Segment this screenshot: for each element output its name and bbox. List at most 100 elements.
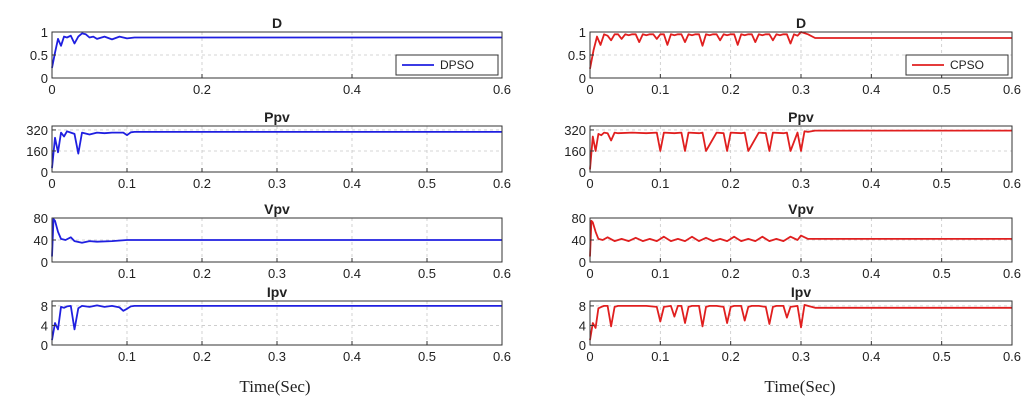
y-tick-label: 0 (41, 71, 48, 86)
x-tick-label: 0.3 (792, 266, 810, 281)
x-tick-label: 0 (48, 82, 55, 97)
subplot-title: Ppv (788, 109, 814, 125)
subplot-title: Ipv (791, 284, 811, 300)
x-tick-label: 0.3 (268, 349, 286, 364)
x-tick-label: 0.1 (118, 176, 136, 191)
series-line-cpso (589, 31, 1012, 69)
x-tick-label: 0.6 (1003, 266, 1021, 281)
subplot-1: 0 0.2 0.4 0.6 0 0.5 1 D DPSO (30, 15, 511, 97)
x-tick-label: 0.3 (268, 266, 286, 281)
y-tick-label: 0 (41, 255, 48, 270)
legend-box (395, 54, 499, 76)
x-tick-label: 0.2 (722, 266, 740, 281)
x-tick-label: 0.5 (933, 82, 951, 97)
x-tick-label: 0.2 (722, 176, 740, 191)
series-line-dpso (51, 130, 502, 169)
x-tick-label: 0.3 (268, 176, 286, 191)
subplot-title: Ipv (267, 284, 287, 300)
subplot-5: 0 0.1 0.2 0.3 0.4 0.5 0.6 0 0.5 1 D CPSO (568, 15, 1021, 97)
x-tick-label: 0 (586, 82, 593, 97)
x-tick-label: 0.4 (862, 266, 880, 281)
legend: DPSO (395, 54, 499, 76)
x-tick-label: 0.1 (118, 349, 136, 364)
legend-box (905, 54, 1009, 76)
x-tick-label: 0 (48, 176, 55, 191)
x-tick-label: 0.3 (792, 176, 810, 191)
y-tick-label: 0 (41, 338, 48, 353)
y-tick-label: 80 (572, 211, 586, 226)
subplot-title: Ppv (264, 109, 290, 125)
x-tick-label: 0.4 (343, 349, 361, 364)
x-tick-label: 0.6 (1003, 176, 1021, 191)
y-tick-label: 1 (579, 25, 586, 40)
x-tick-label: 0.6 (493, 266, 511, 281)
y-tick-label: 1 (41, 25, 48, 40)
y-tick-label: 8 (41, 299, 48, 314)
y-tick-label: 4 (579, 318, 586, 333)
y-tick-label: 0 (41, 165, 48, 180)
y-tick-label: 80 (34, 211, 48, 226)
legend: CPSO (905, 54, 1009, 76)
y-tick-label: 320 (564, 123, 586, 138)
series-line-dpso (51, 32, 502, 69)
x-tick-label: 0.5 (933, 266, 951, 281)
x-tick-label: 0.5 (418, 349, 436, 364)
x-tick-label: 0.4 (862, 176, 880, 191)
x-tick-label: 0.2 (193, 176, 211, 191)
y-tick-label: 0 (579, 71, 586, 86)
y-tick-label: 160 (564, 144, 586, 159)
x-tick-label: 0.5 (418, 176, 436, 191)
y-tick-label: 160 (26, 144, 48, 159)
x-tick-label: 0.4 (343, 82, 361, 97)
x-tick-label: 0.6 (493, 349, 511, 364)
x-tick-label: 0.2 (193, 82, 211, 97)
series-line-cpso (589, 129, 1012, 170)
x-tick-label: 0.5 (933, 349, 951, 364)
x-tick-label: 0.1 (118, 266, 136, 281)
subplot-6: 0 0.1 0.2 0.3 0.4 0.5 0.6 0 160 320 Ppv (564, 109, 1021, 191)
subplot-2: 0 0.1 0.2 0.3 0.4 0.5 0.6 0 160 320 Ppv (26, 109, 511, 191)
subplot-title: Vpv (264, 201, 290, 217)
series-line-dpso (51, 218, 502, 257)
y-tick-label: 4 (41, 318, 48, 333)
y-tick-label: 8 (579, 299, 586, 314)
subplot-4: 0.1 0.2 0.3 0.4 0.5 0.6 0 4 8 Ipv (41, 284, 511, 364)
x-axis-label-left: Time(Sec) (239, 377, 310, 396)
x-tick-label: 0.4 (862, 82, 880, 97)
y-tick-label: 0 (579, 165, 586, 180)
x-tick-label: 0 (586, 176, 593, 191)
y-tick-label: 0 (579, 338, 586, 353)
subplot-7: 0 0.1 0.2 0.3 0.4 0.5 0.6 0 40 80 Vpv (572, 201, 1022, 281)
x-tick-label: 0.1 (651, 82, 669, 97)
y-tick-label: 0 (579, 255, 586, 270)
x-tick-label: 0 (586, 349, 593, 364)
x-tick-label: 0.4 (343, 176, 361, 191)
x-tick-label: 0.6 (493, 82, 511, 97)
legend-label: CPSO (950, 58, 984, 72)
x-tick-label: 0.3 (792, 82, 810, 97)
y-tick-label: 0.5 (30, 48, 48, 63)
y-tick-label: 40 (572, 233, 586, 248)
x-tick-label: 0 (586, 266, 593, 281)
x-tick-label: 0.2 (722, 349, 740, 364)
x-axis-label-right: Time(Sec) (764, 377, 835, 396)
series-line-dpso (51, 304, 502, 341)
x-tick-label: 0.1 (651, 349, 669, 364)
x-tick-label: 0.4 (343, 266, 361, 281)
x-tick-label: 0.6 (1003, 349, 1021, 364)
x-tick-label: 0.6 (493, 176, 511, 191)
y-tick-label: 320 (26, 123, 48, 138)
legend-label: DPSO (440, 58, 474, 72)
x-tick-label: 0.5 (418, 266, 436, 281)
series-line-cpso (589, 219, 1012, 257)
x-tick-label: 0.1 (651, 266, 669, 281)
x-tick-label: 0.2 (722, 82, 740, 97)
subplot-3: 0.1 0.2 0.3 0.4 0.5 0.6 0 40 80 Vpv (34, 201, 512, 281)
subplot-title: Vpv (788, 201, 814, 217)
x-tick-label: 0.5 (933, 176, 951, 191)
y-tick-label: 40 (34, 233, 48, 248)
x-tick-label: 0.3 (792, 349, 810, 364)
x-tick-label: 0.6 (1003, 82, 1021, 97)
y-tick-label: 0.5 (568, 48, 586, 63)
